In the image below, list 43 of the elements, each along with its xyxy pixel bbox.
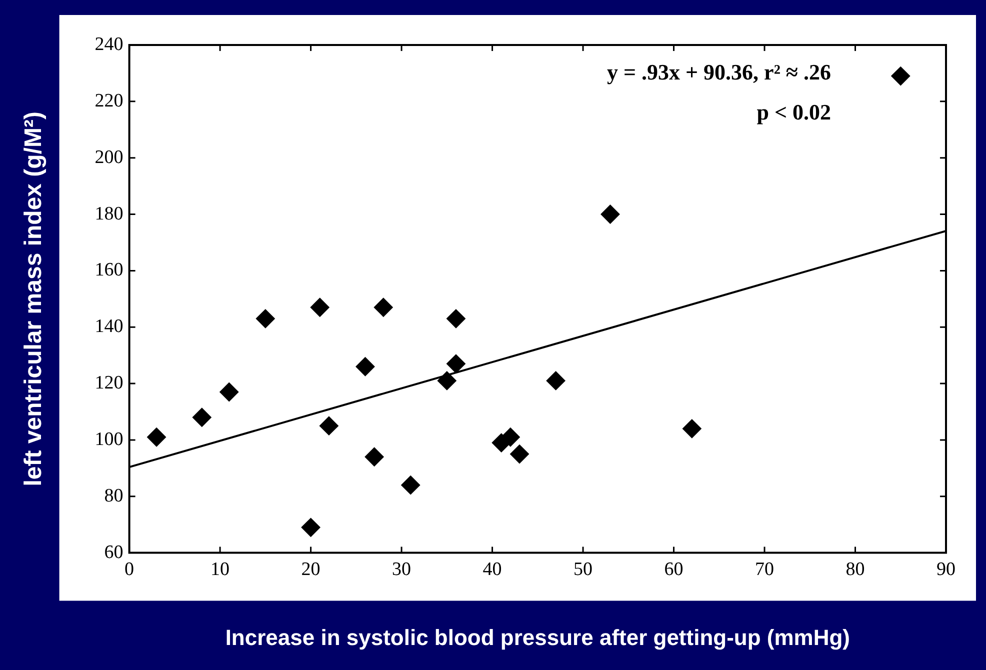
y-tick-label: 100 <box>94 428 124 450</box>
point <box>546 371 566 390</box>
y-tick-label: 80 <box>104 485 124 506</box>
point <box>891 66 910 86</box>
x-axis-title: Increase in systolic blood pressure after getting-up (mmHg) <box>225 624 850 650</box>
point <box>682 419 702 438</box>
point <box>437 371 456 390</box>
point <box>374 298 393 317</box>
y-tick-label: 240 <box>94 34 124 55</box>
x-tick-label: 90 <box>936 559 956 580</box>
point <box>147 428 166 447</box>
point <box>310 298 330 317</box>
point <box>356 357 375 376</box>
point <box>446 354 466 374</box>
x-tick-label: 0 <box>124 559 134 580</box>
x-tick-label: 20 <box>301 559 320 580</box>
y-tick-label: 200 <box>94 146 124 168</box>
y-tick-label: 120 <box>94 372 124 394</box>
point <box>446 309 466 328</box>
x-tick-label: 60 <box>664 559 684 580</box>
point <box>220 382 239 402</box>
point <box>256 309 275 328</box>
x-tick-label: 10 <box>210 559 230 580</box>
annotation: y = .93x + 90.36, r² ≈ .26 <box>606 60 831 85</box>
x-tick-label: 80 <box>846 559 865 580</box>
y-tick-label: 220 <box>94 90 124 112</box>
y-tick-label: 60 <box>104 542 124 563</box>
point <box>364 447 384 466</box>
point <box>600 204 620 224</box>
point <box>319 416 338 436</box>
x-tick-label: 70 <box>755 559 774 580</box>
point <box>510 444 529 464</box>
annotation: p < 0.02 <box>756 100 831 125</box>
x-tick-label: 50 <box>574 559 593 580</box>
y-tick-label: 180 <box>94 203 124 224</box>
y-tick-label: 160 <box>94 260 124 281</box>
x-tick-label: 30 <box>392 559 412 580</box>
y-tick-label: 140 <box>94 316 124 338</box>
x-tick-label: 40 <box>482 559 502 580</box>
y-axis-title: left ventricular mass index (g/M²) <box>20 112 48 486</box>
point <box>301 518 320 537</box>
point <box>401 476 420 495</box>
point <box>192 408 212 427</box>
